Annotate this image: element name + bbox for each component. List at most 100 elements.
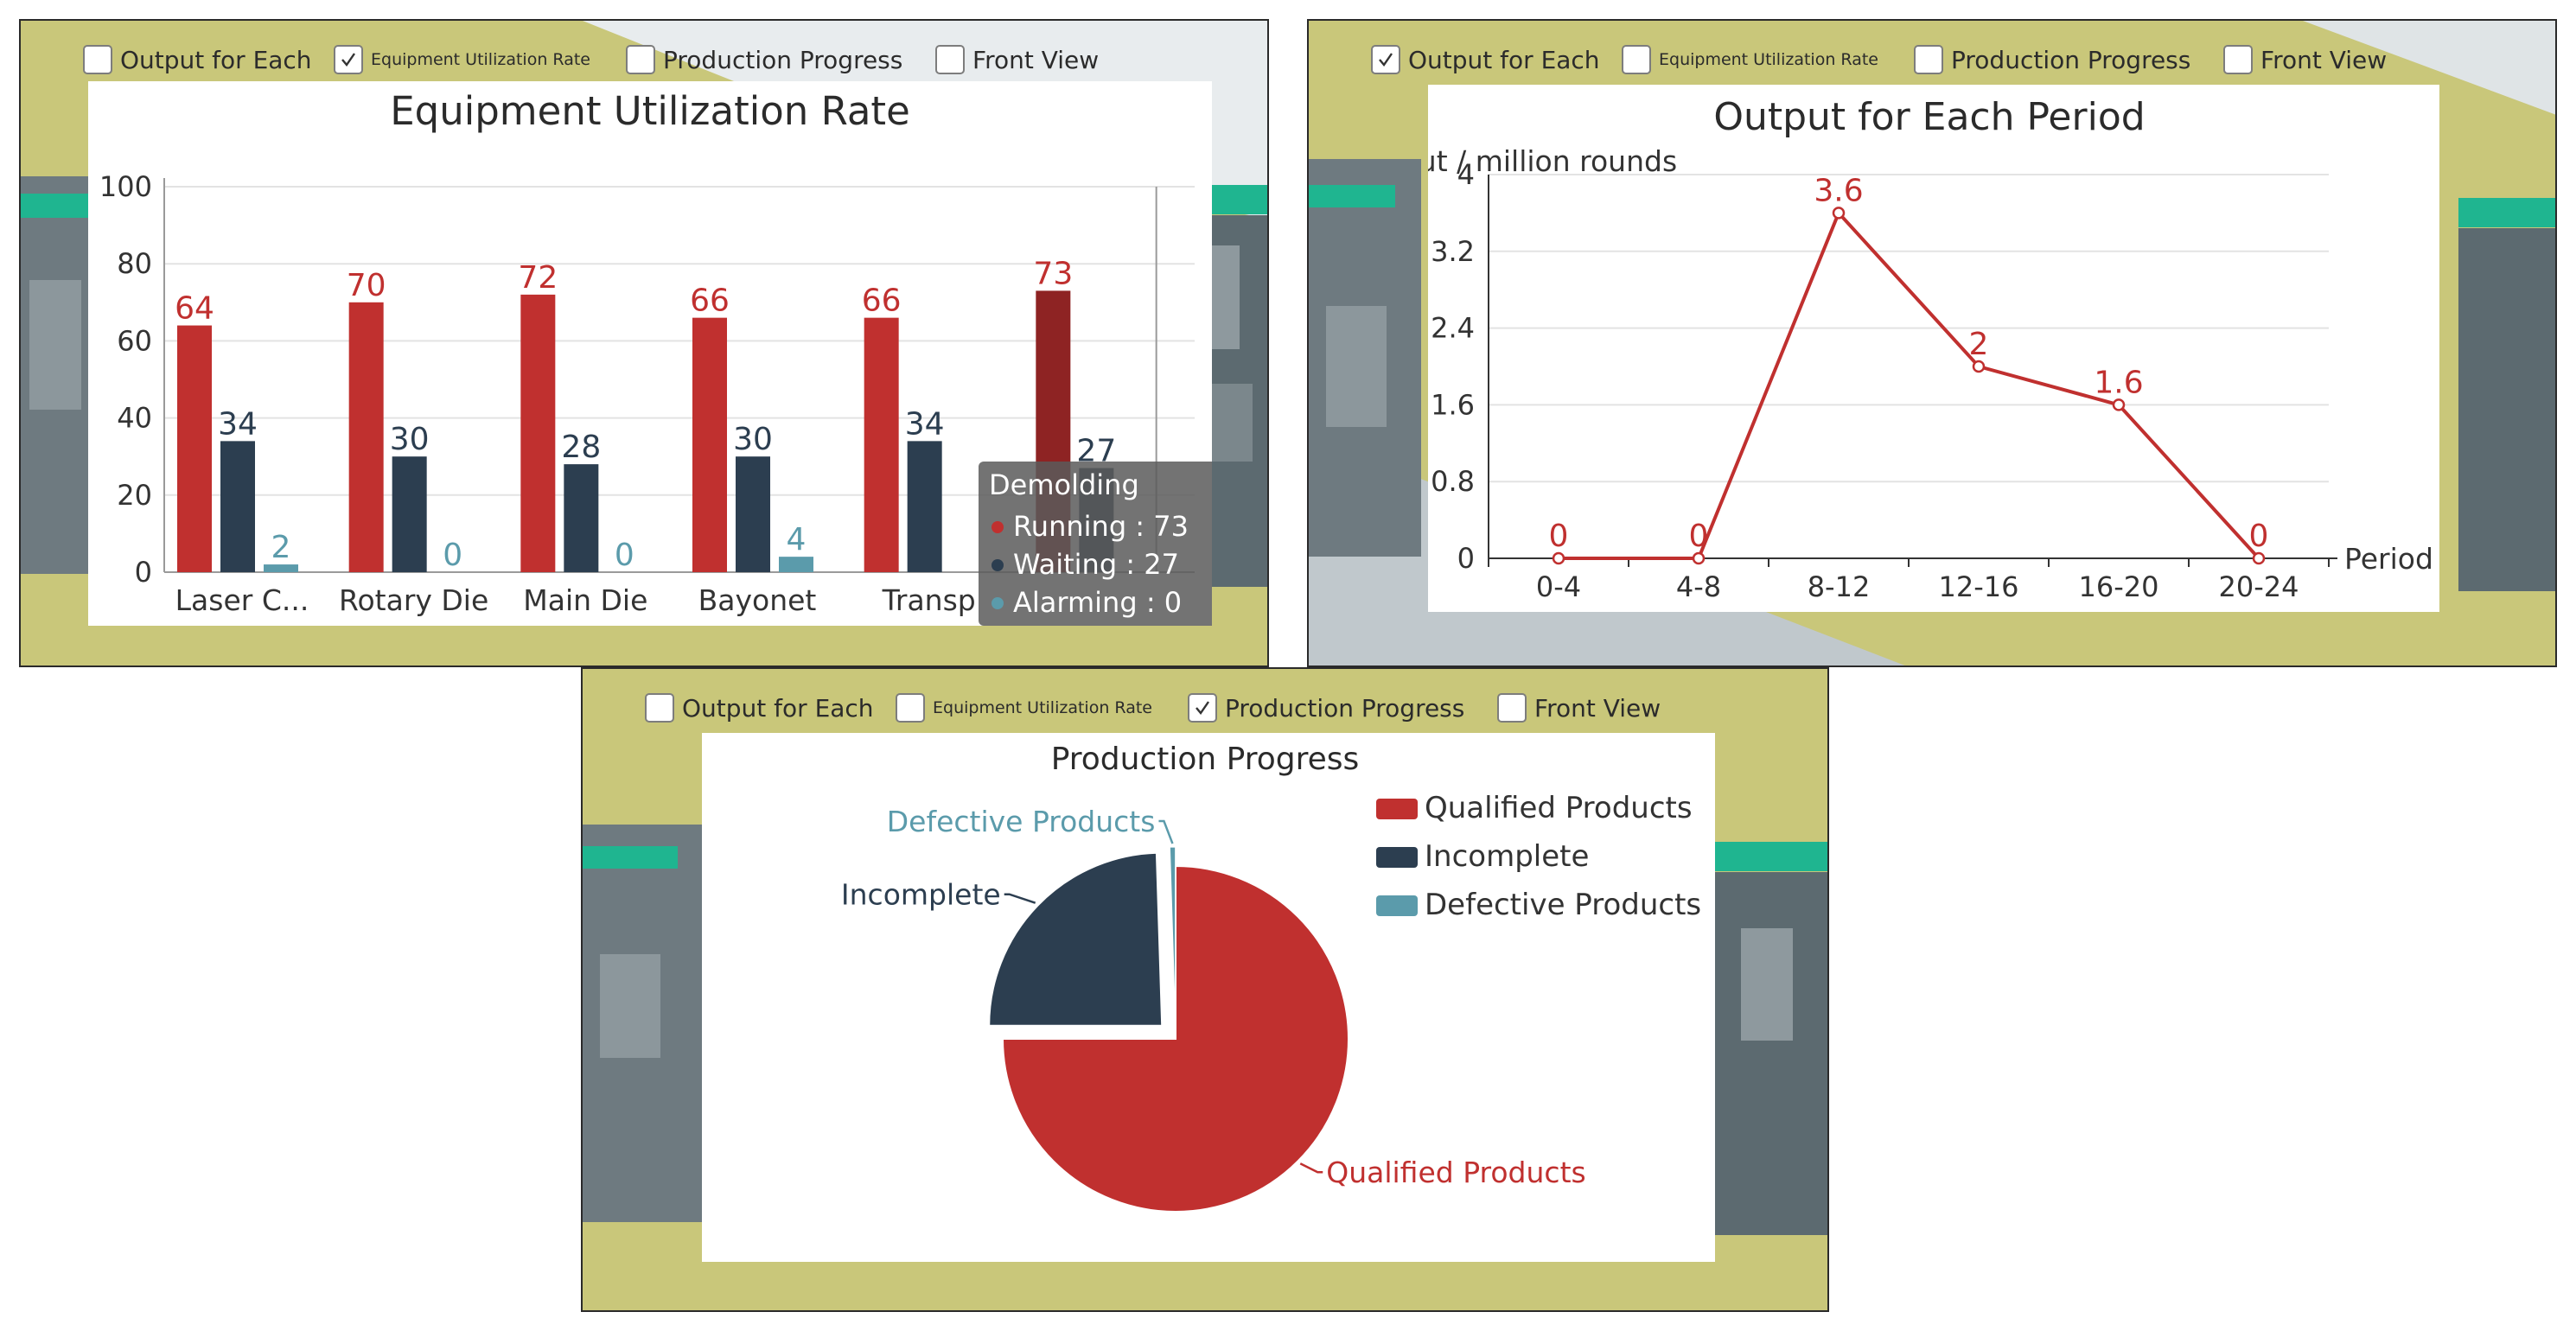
bar-waiting-main-die[interactable] (564, 464, 599, 572)
bar-alarming-bayonet[interactable] (779, 557, 813, 572)
legend-swatch-defective-products (1376, 895, 1418, 916)
tooltip-row: Running : 73 (1013, 510, 1189, 543)
bar-running-rotary-die[interactable] (348, 302, 384, 572)
legend-label[interactable]: Qualified Products (1425, 791, 1693, 825)
bar-waiting-laser-c[interactable] (220, 441, 255, 572)
x-category-label: Rotary Die (339, 583, 488, 617)
bar-value-label: 0 (615, 538, 634, 573)
checkbox-box[interactable] (935, 45, 965, 74)
bar-value-label: 66 (690, 283, 730, 319)
data-point-0-4[interactable] (1552, 551, 1565, 565)
y-tick-label: 1.6 (1431, 388, 1475, 421)
point-value-label: 0 (1689, 519, 1709, 554)
checkbox-box[interactable] (896, 693, 925, 723)
checkbox-output-for-each[interactable]: Output for Each (83, 45, 312, 74)
checkbox-production-progress[interactable]: Production Progress (1914, 45, 2190, 74)
bar-value-label: 30 (733, 422, 773, 457)
pie-slice-incomplete[interactable] (988, 851, 1164, 1027)
y-tick-label: 40 (117, 402, 152, 435)
panel2-checkbox-row: Output for Each Equipment Utilization Rat… (1309, 40, 2555, 83)
checkbox-box[interactable] (1371, 45, 1400, 74)
legend-label[interactable]: Defective Products (1425, 888, 1701, 922)
x-tick-label: 12-16 (1939, 570, 2019, 603)
panel1-checkbox-row: Output for Each Equipment Utilization Rat… (21, 40, 1267, 83)
panel-production-progress: Output for Each Equipment Utilization Rat… (581, 667, 1829, 1312)
bar-value-label: 70 (347, 268, 386, 303)
panel-output-period: Output for Each Equipment Utilization Rat… (1307, 19, 2557, 667)
factory-scene-background (583, 825, 1827, 1235)
y-axis-label: Output / million rounds (1428, 144, 1677, 178)
tooltip-marker (992, 597, 1004, 609)
production-pie-chart: Production Progress Qualified Products Inc… (841, 742, 1701, 1213)
checkbox-box[interactable] (1914, 45, 1943, 74)
tooltip-title: Demolding (989, 468, 1139, 501)
checkbox-box[interactable] (83, 45, 112, 74)
pie-slice-defective-products[interactable] (1169, 846, 1176, 1021)
checkbox-label: Front View (972, 45, 1100, 74)
checkbox-output-for-each[interactable]: Output for Each (645, 693, 874, 723)
x-tick-label: 0-4 (1536, 570, 1581, 603)
x-tick-label: 20-24 (2219, 570, 2299, 603)
x-axis-label: Period (2344, 542, 2433, 576)
checkbox-equipment-utilization-rate[interactable]: Equipment Utilization Rate (334, 45, 590, 74)
checkbox-output-for-each[interactable]: Output for Each (1371, 45, 1600, 74)
checkbox-label: Front View (2260, 45, 2388, 74)
checkbox-label: Equipment Utilization Rate (1659, 50, 1878, 69)
checkbox-equipment-utilization-rate[interactable]: Equipment Utilization Rate (896, 693, 1152, 723)
pie-leader-line (1004, 893, 1036, 904)
bar-waiting-transp[interactable] (907, 441, 942, 572)
checkbox-box[interactable] (626, 45, 655, 74)
y-tick-label: 100 (99, 170, 152, 203)
checkbox-box[interactable] (1622, 45, 1651, 74)
checkbox-front-view[interactable]: Front View (1497, 693, 1661, 723)
utilization-bar-chart: Equipment Utilization Rate02040608010064… (99, 88, 1212, 626)
bar-value-label: 4 (787, 522, 807, 557)
panel-equipment-utilization: Output for Each Equipment Utilization Rat… (19, 19, 1269, 667)
checkbox-box[interactable] (645, 693, 674, 723)
legend-label[interactable]: Incomplete (1425, 839, 1589, 874)
data-point-8-12[interactable] (1832, 207, 1846, 220)
chart-title: Output for Each Period (1713, 95, 2145, 139)
checkbox-equipment-utilization-rate[interactable]: Equipment Utilization Rate (1622, 45, 1878, 74)
checkbox-label: Output for Each (1408, 45, 1600, 74)
data-point-4-8[interactable] (1692, 551, 1706, 565)
data-point-20-24[interactable] (2252, 551, 2266, 565)
bar-running-laser-c[interactable] (177, 325, 212, 572)
pie-slice-qualified-products[interactable] (1001, 864, 1349, 1213)
point-value-label: 0 (2249, 519, 2269, 554)
x-category-label: Bayonet (698, 583, 817, 617)
checkbox-box[interactable] (334, 45, 363, 74)
x-category-label: Laser C... (175, 583, 309, 617)
checkbox-label: Equipment Utilization Rate (371, 50, 590, 69)
bar-alarming-laser-c[interactable] (264, 564, 298, 572)
data-point-12-16[interactable] (1972, 360, 1986, 373)
checkbox-label: Production Progress (663, 45, 903, 74)
checkbox-box[interactable] (1497, 693, 1527, 723)
checkbox-front-view[interactable]: Front View (935, 45, 1099, 74)
bar-running-transp[interactable] (864, 317, 899, 572)
checkbox-front-view[interactable]: Front View (2223, 45, 2387, 74)
y-tick-label: 0 (1457, 542, 1475, 575)
data-point-16-20[interactable] (2112, 398, 2126, 411)
chart-title: Equipment Utilization Rate (390, 88, 910, 134)
legend-swatch-qualified-products (1376, 799, 1418, 819)
point-value-label: 2 (1969, 327, 1989, 362)
checkbox-box[interactable] (2223, 45, 2253, 74)
checkbox-label: Equipment Utilization Rate (933, 698, 1152, 717)
bar-value-label: 66 (862, 283, 902, 319)
bar-running-bayonet[interactable] (692, 317, 727, 572)
bar-waiting-rotary-die[interactable] (392, 456, 427, 572)
checkbox-production-progress[interactable]: Production Progress (1188, 693, 1464, 723)
x-tick-label: 4-8 (1676, 570, 1721, 603)
bar-value-label: 2 (271, 530, 291, 565)
checkbox-box[interactable] (1188, 693, 1217, 723)
tooltip-row: Alarming : 0 (1013, 586, 1182, 619)
progress-chart-card: Production Progress Qualified Products Inc… (702, 733, 1715, 1262)
pie-leader-line (1299, 1162, 1323, 1174)
bar-waiting-bayonet[interactable] (736, 456, 770, 572)
y-tick-label: 60 (117, 324, 152, 357)
checkbox-label: Output for Each (120, 45, 312, 74)
bar-running-main-die[interactable] (520, 294, 556, 572)
y-tick-label: 3.2 (1431, 235, 1475, 268)
checkbox-production-progress[interactable]: Production Progress (626, 45, 902, 74)
